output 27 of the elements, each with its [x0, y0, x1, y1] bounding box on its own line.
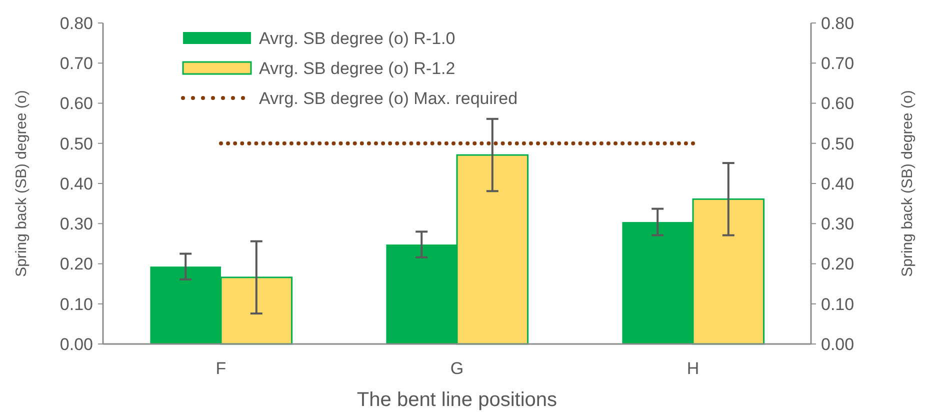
- y2-tick-label: 0.60: [821, 94, 854, 114]
- y-tick-label: 0.10: [60, 294, 93, 314]
- legend-label: Avrg. SB degree (o) R-1.2: [259, 58, 456, 78]
- x-tick-label: H: [686, 359, 700, 378]
- x-tick-label: F: [216, 359, 226, 378]
- y-tick-label: 0.70: [60, 54, 93, 74]
- y2-tick-label: 0.20: [821, 254, 854, 274]
- legend-label: Avrg. SB degree (o) Max. required: [259, 88, 518, 108]
- x-axis-title: The bent line positions: [356, 389, 558, 411]
- y-axis-title: Spring back (SB) degree (o): [13, 90, 30, 277]
- y2-tick-label: 0.40: [821, 174, 854, 194]
- y-tick-label: 0.60: [60, 94, 93, 114]
- y-tick-label: 0.30: [60, 214, 93, 234]
- x-tick-label: G: [450, 359, 464, 378]
- y-tick-label: 0.00: [60, 334, 93, 354]
- y-tick-label: 0.20: [60, 254, 93, 274]
- y2-tick-label: 0.50: [821, 134, 854, 154]
- y2-axis-title: Spring back (SB) degree (o): [899, 90, 916, 277]
- legend-label: Avrg. SB degree (o) R-1.0: [259, 28, 456, 48]
- y-tick-label: 0.50: [60, 134, 93, 154]
- y2-tick-label: 0.00: [821, 334, 854, 354]
- y-tick-label: 0.80: [60, 14, 93, 33]
- y2-tick-label: 0.80: [821, 14, 854, 33]
- y2-tick-label: 0.10: [821, 294, 854, 314]
- y2-tick-label: 0.30: [821, 214, 854, 234]
- y2-tick-label: 0.70: [821, 54, 854, 74]
- y-tick-label: 0.40: [60, 174, 93, 194]
